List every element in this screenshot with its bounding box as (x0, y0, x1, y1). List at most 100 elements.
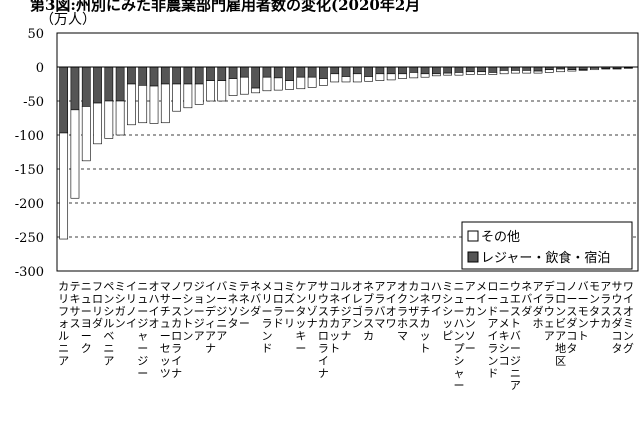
bar-other (352, 73, 362, 83)
x-axis-labels: カリフォルニアテキサスニューヨークフロリダペンシルベニアミシガンイリノイニュージ… (58, 279, 634, 392)
x-tick-label: ニューハンプシャー (453, 280, 464, 392)
bar-other (217, 80, 227, 102)
bar-other (93, 102, 102, 145)
bar-other (623, 67, 633, 69)
chart-title: 第3図:州別にみた非農業部門雇用者数の変化(2020年2月 (30, 0, 420, 14)
bar-leisure (172, 66, 181, 85)
bar-leisure (127, 66, 136, 85)
x-tick-label: オハイオ (149, 280, 160, 330)
bar-other (285, 80, 294, 90)
bar-leisure (477, 66, 486, 73)
x-tick-label: メリーランド (261, 280, 272, 355)
x-tick-label: アイダホ (533, 280, 544, 330)
x-tick-label: デラウェア (544, 279, 555, 343)
bar-other (273, 77, 283, 91)
bar-leisure (296, 66, 306, 78)
x-tick-label: カンザス (408, 280, 419, 330)
bar-other (511, 70, 520, 74)
bar-leisure (59, 66, 69, 134)
legend-swatch-other (467, 230, 479, 242)
x-tick-label: テキサス (69, 280, 80, 330)
x-tick-label: ネバダ (521, 280, 532, 318)
x-tick-label: フロリダ (92, 280, 103, 330)
bar-leisure (262, 66, 272, 78)
bar-leisure (307, 66, 317, 78)
bar-other (251, 87, 261, 94)
x-tick-label: コロラド (273, 280, 284, 330)
bar-other (590, 68, 599, 71)
x-tick-label: バージニア (216, 280, 227, 343)
x-tick-label: ニュージャージー (137, 280, 148, 380)
x-tick-label: ノースカロライナ (171, 280, 182, 380)
bar-other (296, 76, 306, 90)
x-tick-label: サウスダコタ (612, 280, 623, 355)
x-tick-label: テネシー (239, 280, 250, 330)
bar-leisure (104, 66, 114, 102)
bar-leisure (511, 66, 520, 71)
bar-other (578, 69, 588, 71)
x-tick-label: ワシントン (182, 280, 193, 343)
y-tick-label: -100 (15, 129, 44, 144)
bar-other (341, 76, 351, 83)
bar-leisure (115, 66, 125, 102)
bar-other (544, 69, 554, 73)
bar-leisure (364, 66, 373, 77)
bar-leisure (183, 66, 193, 85)
x-tick-label: アーカンソー (465, 280, 476, 355)
x-tick-label: アイオワ (386, 280, 397, 330)
x-tick-label: ハワイ (431, 280, 442, 318)
bar-other (533, 70, 543, 74)
x-tick-label: ウエストバージニア (510, 280, 521, 392)
bar-leisure (330, 66, 340, 75)
bar-leisure (285, 66, 294, 81)
bar-leisure (488, 66, 498, 73)
bar-leisure (454, 66, 464, 73)
x-tick-label: マサチューセッツ (160, 280, 171, 380)
x-tick-label: ロードアイランド (487, 280, 498, 380)
y-tick-label: -300 (15, 265, 44, 280)
y-axis-unit: （万人） (40, 12, 96, 28)
bar-leisure (398, 66, 407, 75)
x-tick-label: カリフォルニア (58, 280, 69, 367)
bar-other (477, 71, 486, 75)
bar-other (239, 76, 249, 95)
bar-other (70, 109, 80, 199)
x-tick-label: ケンタッキー (295, 280, 306, 355)
bar-other (194, 83, 204, 105)
x-tick-label: ネバダ (250, 280, 261, 318)
x-tick-label: コネチカット (329, 280, 340, 355)
x-tick-label: ペンシルベニア (103, 280, 114, 367)
bar-other (612, 68, 622, 70)
y-tick-label: 0 (36, 61, 44, 76)
bar-leisure (138, 66, 148, 86)
bar-leisure (93, 66, 102, 104)
bar-other (262, 76, 272, 92)
x-tick-label: ワイオミング (623, 280, 634, 355)
bar-other (59, 132, 69, 240)
bar-leisure (375, 66, 385, 75)
x-tick-label: コネチカット (420, 280, 431, 355)
y-tick-label: -150 (15, 163, 44, 178)
bar-other (307, 76, 317, 88)
bar-other (149, 85, 159, 124)
bar-leisure (194, 66, 204, 85)
bar-leisure (239, 66, 249, 78)
bar-other (431, 73, 441, 77)
bar-leisure (386, 66, 396, 75)
bar-other (375, 73, 385, 81)
bar-leisure (431, 66, 441, 75)
bar-other (398, 73, 407, 79)
bar-leisure (217, 66, 227, 81)
bar-leisure (319, 66, 328, 79)
bar-leisure (70, 66, 80, 111)
bar-leisure (81, 66, 91, 107)
legend-label-other: その他 (481, 230, 520, 245)
bar-other (319, 78, 328, 86)
y-tick-label: -50 (23, 95, 44, 110)
bar-other (183, 83, 193, 109)
bar-other (465, 71, 475, 75)
bar-leisure (341, 66, 351, 77)
legend: その他 レジャー・飲食・宿泊 (461, 221, 633, 270)
bar-other (160, 83, 170, 124)
bar-other (104, 100, 114, 139)
